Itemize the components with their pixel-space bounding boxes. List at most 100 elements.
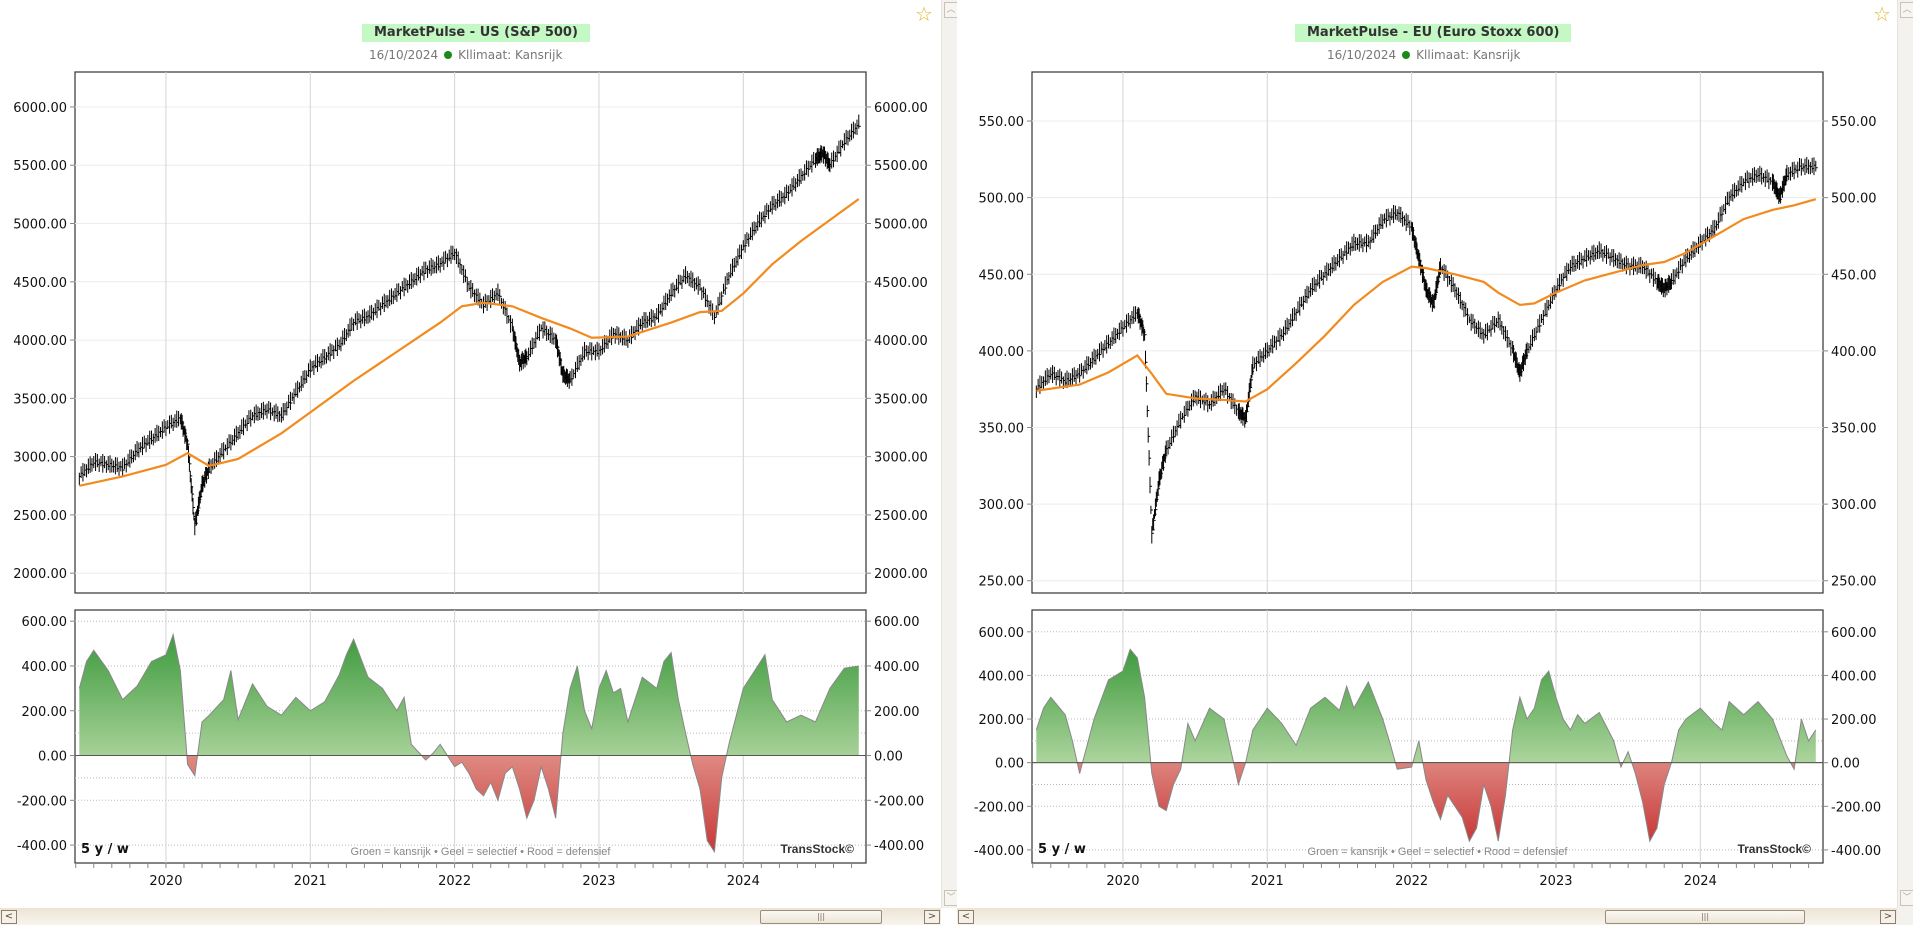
price-plot-area xyxy=(1031,71,1824,594)
ytick-label-right: 400.00 xyxy=(1831,669,1877,684)
ytick-label-right: 350.00 xyxy=(1831,422,1877,437)
ytick-label-left: 3000.00 xyxy=(13,451,67,466)
chart-title: MarketPulse - US (S&P 500) xyxy=(362,24,590,42)
ytick-label-left: 600.00 xyxy=(979,626,1025,641)
moving-average-line xyxy=(79,198,860,487)
ytick-label-left: 200.00 xyxy=(979,713,1025,728)
ytick-label-left: 250.00 xyxy=(979,575,1025,590)
ytick-label-left: 0.00 xyxy=(995,757,1024,772)
star-icon[interactable]: ☆ xyxy=(1873,2,1891,26)
period-label: 5 y / w xyxy=(1038,842,1086,857)
indicator-line xyxy=(78,632,859,854)
chevron-right-icon[interactable]: > xyxy=(924,910,940,924)
ytick-label-left: 2000.00 xyxy=(13,567,67,582)
ytick-label-left: -400.00 xyxy=(17,839,67,854)
horizontal-scrollbar-right[interactable]: < ||| > xyxy=(957,908,1897,925)
ytick-label-left: 450.00 xyxy=(979,268,1025,283)
xtick-label: 2023 xyxy=(1539,874,1572,889)
brand-label: TransStock© xyxy=(780,842,854,856)
ytick-label-right: 3000.00 xyxy=(874,451,928,466)
indicator-area-positive xyxy=(1036,649,1816,763)
ytick-label-left: 5500.00 xyxy=(13,159,67,174)
horizontal-scrollbar-left[interactable]: < ||| > xyxy=(0,908,941,925)
date-label: 16/10/2024 xyxy=(1327,48,1397,62)
ytick-label-right: 5500.00 xyxy=(874,159,928,174)
ytick-label-left: 5000.00 xyxy=(13,218,67,233)
ytick-label-right: 600.00 xyxy=(1831,626,1877,641)
chart-subtitle: 16/10/2024 Kllimaat: Kansrijk xyxy=(369,48,562,62)
xtick-label: 2022 xyxy=(1395,874,1428,889)
indicator-legend: Groen = kansrijk • Geel = selectief • Ro… xyxy=(1308,846,1569,858)
xtick-label: 2023 xyxy=(582,874,615,889)
chevron-left-icon[interactable]: < xyxy=(958,910,974,924)
chart-subtitle: 16/10/2024 Kllimaat: Kansrijk xyxy=(1327,48,1520,62)
ytick-label-left: 6000.00 xyxy=(13,101,67,116)
chevron-up-icon[interactable]: ︿ xyxy=(944,2,958,18)
chart-pane-eu: ☆ MarketPulse - EU (Euro Stoxx 600) 16/1… xyxy=(957,0,1897,908)
ytick-label-left: -400.00 xyxy=(974,844,1024,859)
ytick-label-left: 3500.00 xyxy=(13,392,67,407)
vertical-scrollbar-left[interactable]: ︿ ﹀ xyxy=(941,0,958,908)
xtick-label: 2024 xyxy=(727,874,760,889)
ytick-label-left: 4000.00 xyxy=(13,334,67,349)
ytick-label-right: 450.00 xyxy=(1831,268,1877,283)
xtick-label: 2020 xyxy=(1106,874,1139,889)
ytick-label-left: 600.00 xyxy=(22,615,68,630)
ytick-label-right: 250.00 xyxy=(1831,575,1877,590)
ytick-label-left: -200.00 xyxy=(17,794,67,809)
ytick-label-right: 6000.00 xyxy=(874,101,928,116)
chevron-right-icon[interactable]: > xyxy=(1880,910,1896,924)
chevron-down-icon[interactable]: ﹀ xyxy=(1900,890,1913,906)
climate-label: Kllimaat: Kansrijk xyxy=(458,48,563,62)
ytick-label-left: 300.00 xyxy=(979,498,1025,513)
ytick-label-right: -200.00 xyxy=(874,794,924,809)
scroll-thumb[interactable]: ||| xyxy=(1605,910,1805,924)
ytick-label-right: 5000.00 xyxy=(874,218,928,233)
ytick-label-left: 400.00 xyxy=(979,345,1025,360)
ytick-label-right: -400.00 xyxy=(1831,844,1881,859)
period-label: 5 y / w xyxy=(81,842,129,857)
ytick-label-left: 400.00 xyxy=(979,669,1025,684)
price-plot-area xyxy=(74,71,867,594)
chart-svg-us: 6000.00 6000.00 5500.00 5500.00 5000.00 5000.… xyxy=(13,71,928,889)
ytick-label-right: 500.00 xyxy=(1831,192,1877,207)
date-label: 16/10/2024 xyxy=(369,48,439,62)
chart-svg-eu: 550.00 550.00 500.00 500.00 450.00 450.00 400.… xyxy=(974,71,1881,889)
ytick-label-left: 350.00 xyxy=(979,422,1025,437)
ytick-label-right: 200.00 xyxy=(1831,713,1877,728)
chart-pane-us: ☆ MarketPulse - US (S&P 500) 16/10/2024 K… xyxy=(0,0,941,908)
chevron-up-icon[interactable]: ︿ xyxy=(1900,2,1913,18)
ytick-label-right: 3500.00 xyxy=(874,392,928,407)
vertical-scrollbar-right[interactable]: ︿ ﹀ xyxy=(1897,0,1913,908)
ytick-label-left: 550.00 xyxy=(979,115,1025,130)
status-dot-icon xyxy=(1402,51,1411,59)
chevron-left-icon[interactable]: < xyxy=(1,910,17,924)
ytick-label-right: 0.00 xyxy=(1831,757,1860,772)
ytick-label-right: -400.00 xyxy=(874,839,924,854)
chevron-down-icon[interactable]: ﹀ xyxy=(944,890,958,906)
ytick-label-left: -200.00 xyxy=(974,800,1024,815)
ytick-label-right: 4000.00 xyxy=(874,334,928,349)
ytick-label-right: 2500.00 xyxy=(874,509,928,524)
ytick-label-left: 4500.00 xyxy=(13,276,67,291)
climate-label: Kllimaat: Kansrijk xyxy=(1416,48,1521,62)
ytick-label-left: 2500.00 xyxy=(13,509,67,524)
ytick-label-right: 400.00 xyxy=(874,660,920,675)
indicator-area-negative xyxy=(1077,762,1796,842)
chart-title: MarketPulse - EU (Euro Stoxx 600) xyxy=(1295,24,1572,42)
scrollbar-corner xyxy=(1897,908,1913,925)
scroll-thumb[interactable]: ||| xyxy=(760,910,882,924)
indicator-legend: Groen = kansrijk • Geel = selectief • Ro… xyxy=(351,846,612,858)
ytick-label-right: 0.00 xyxy=(874,750,903,765)
moving-average-line xyxy=(1036,198,1817,403)
xtick-label: 2020 xyxy=(149,874,182,889)
brand-label: TransStock© xyxy=(1737,842,1811,856)
ytick-label-right: 200.00 xyxy=(874,705,920,720)
ytick-label-right: 550.00 xyxy=(1831,115,1877,130)
ytick-label-left: 200.00 xyxy=(22,705,68,720)
star-icon[interactable]: ☆ xyxy=(915,2,933,26)
ytick-label-right: 300.00 xyxy=(1831,498,1877,513)
xtick-label: 2021 xyxy=(1251,874,1284,889)
xtick-label: 2022 xyxy=(438,874,471,889)
ytick-label-left: 0.00 xyxy=(38,750,67,765)
